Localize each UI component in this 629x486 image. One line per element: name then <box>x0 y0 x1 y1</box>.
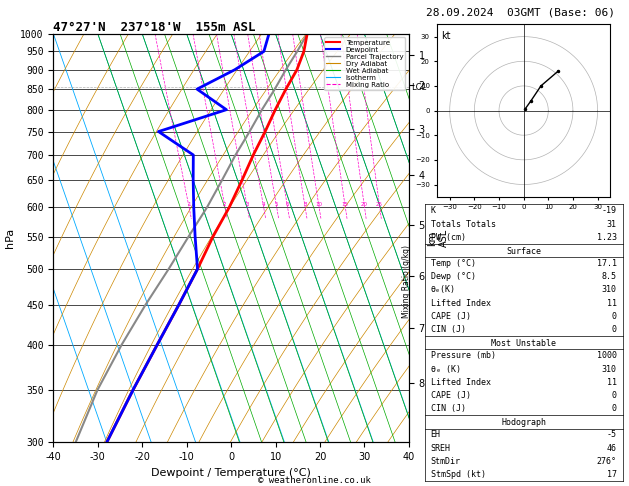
Text: 3: 3 <box>245 202 249 207</box>
Text: Hodograph: Hodograph <box>501 418 546 427</box>
Text: 1000: 1000 <box>597 351 617 361</box>
Text: 8.5: 8.5 <box>602 272 617 281</box>
Text: StmSpd (kt): StmSpd (kt) <box>430 470 486 479</box>
Text: 276°: 276° <box>597 457 617 466</box>
Text: θₑ(K): θₑ(K) <box>430 285 455 295</box>
Text: -19: -19 <box>602 207 617 215</box>
Text: Most Unstable: Most Unstable <box>491 339 556 348</box>
Text: 310: 310 <box>602 364 617 374</box>
Text: 31: 31 <box>607 220 617 228</box>
Text: 310: 310 <box>602 285 617 295</box>
Text: 2: 2 <box>223 202 226 207</box>
Text: 11: 11 <box>607 378 617 387</box>
Text: 8: 8 <box>303 202 307 207</box>
Text: 28.09.2024  03GMT (Base: 06): 28.09.2024 03GMT (Base: 06) <box>426 7 615 17</box>
Text: PW (cm): PW (cm) <box>430 233 465 242</box>
Text: 17.1: 17.1 <box>597 259 617 268</box>
X-axis label: Dewpoint / Temperature (°C): Dewpoint / Temperature (°C) <box>151 468 311 478</box>
Text: kt: kt <box>441 31 450 41</box>
Text: 0: 0 <box>612 391 617 400</box>
Text: 1: 1 <box>187 202 191 207</box>
Text: CAPE (J): CAPE (J) <box>430 391 470 400</box>
Text: Totals Totals: Totals Totals <box>430 220 496 228</box>
Text: StmDir: StmDir <box>430 457 460 466</box>
Text: CAPE (J): CAPE (J) <box>430 312 470 321</box>
Legend: Temperature, Dewpoint, Parcel Trajectory, Dry Adiabat, Wet Adiabat, Isotherm, Mi: Temperature, Dewpoint, Parcel Trajectory… <box>324 37 405 90</box>
Text: 46: 46 <box>607 444 617 452</box>
Text: 17: 17 <box>607 470 617 479</box>
Text: Surface: Surface <box>506 246 541 256</box>
Text: 5: 5 <box>275 202 278 207</box>
Text: 25: 25 <box>376 202 383 207</box>
Text: Mixing Ratio (g/kg): Mixing Ratio (g/kg) <box>403 245 411 318</box>
Text: CIN (J): CIN (J) <box>430 404 465 413</box>
Text: 10: 10 <box>316 202 323 207</box>
Text: Pressure (mb): Pressure (mb) <box>430 351 496 361</box>
Text: CIN (J): CIN (J) <box>430 325 465 334</box>
Text: Temp (°C): Temp (°C) <box>430 259 476 268</box>
Text: 11: 11 <box>607 299 617 308</box>
Text: θₑ (K): θₑ (K) <box>430 364 460 374</box>
Text: K: K <box>430 207 435 215</box>
Y-axis label: km
ASL: km ASL <box>428 229 449 247</box>
Text: 0: 0 <box>612 325 617 334</box>
Text: EH: EH <box>430 431 440 439</box>
Text: SREH: SREH <box>430 444 450 452</box>
Text: 20: 20 <box>361 202 368 207</box>
Text: LCL: LCL <box>411 83 426 92</box>
Text: Lifted Index: Lifted Index <box>430 378 491 387</box>
Text: 0: 0 <box>612 404 617 413</box>
Text: © weatheronline.co.uk: © weatheronline.co.uk <box>258 476 371 485</box>
Text: 6: 6 <box>286 202 289 207</box>
Text: Lifted Index: Lifted Index <box>430 299 491 308</box>
Text: 1.23: 1.23 <box>597 233 617 242</box>
Text: 47°27'N  237°18'W  155m ASL: 47°27'N 237°18'W 155m ASL <box>53 21 256 34</box>
Y-axis label: hPa: hPa <box>4 228 14 248</box>
Text: 15: 15 <box>342 202 348 207</box>
Text: 4: 4 <box>262 202 265 207</box>
Text: 0: 0 <box>612 312 617 321</box>
Text: -5: -5 <box>607 431 617 439</box>
Text: Dewp (°C): Dewp (°C) <box>430 272 476 281</box>
